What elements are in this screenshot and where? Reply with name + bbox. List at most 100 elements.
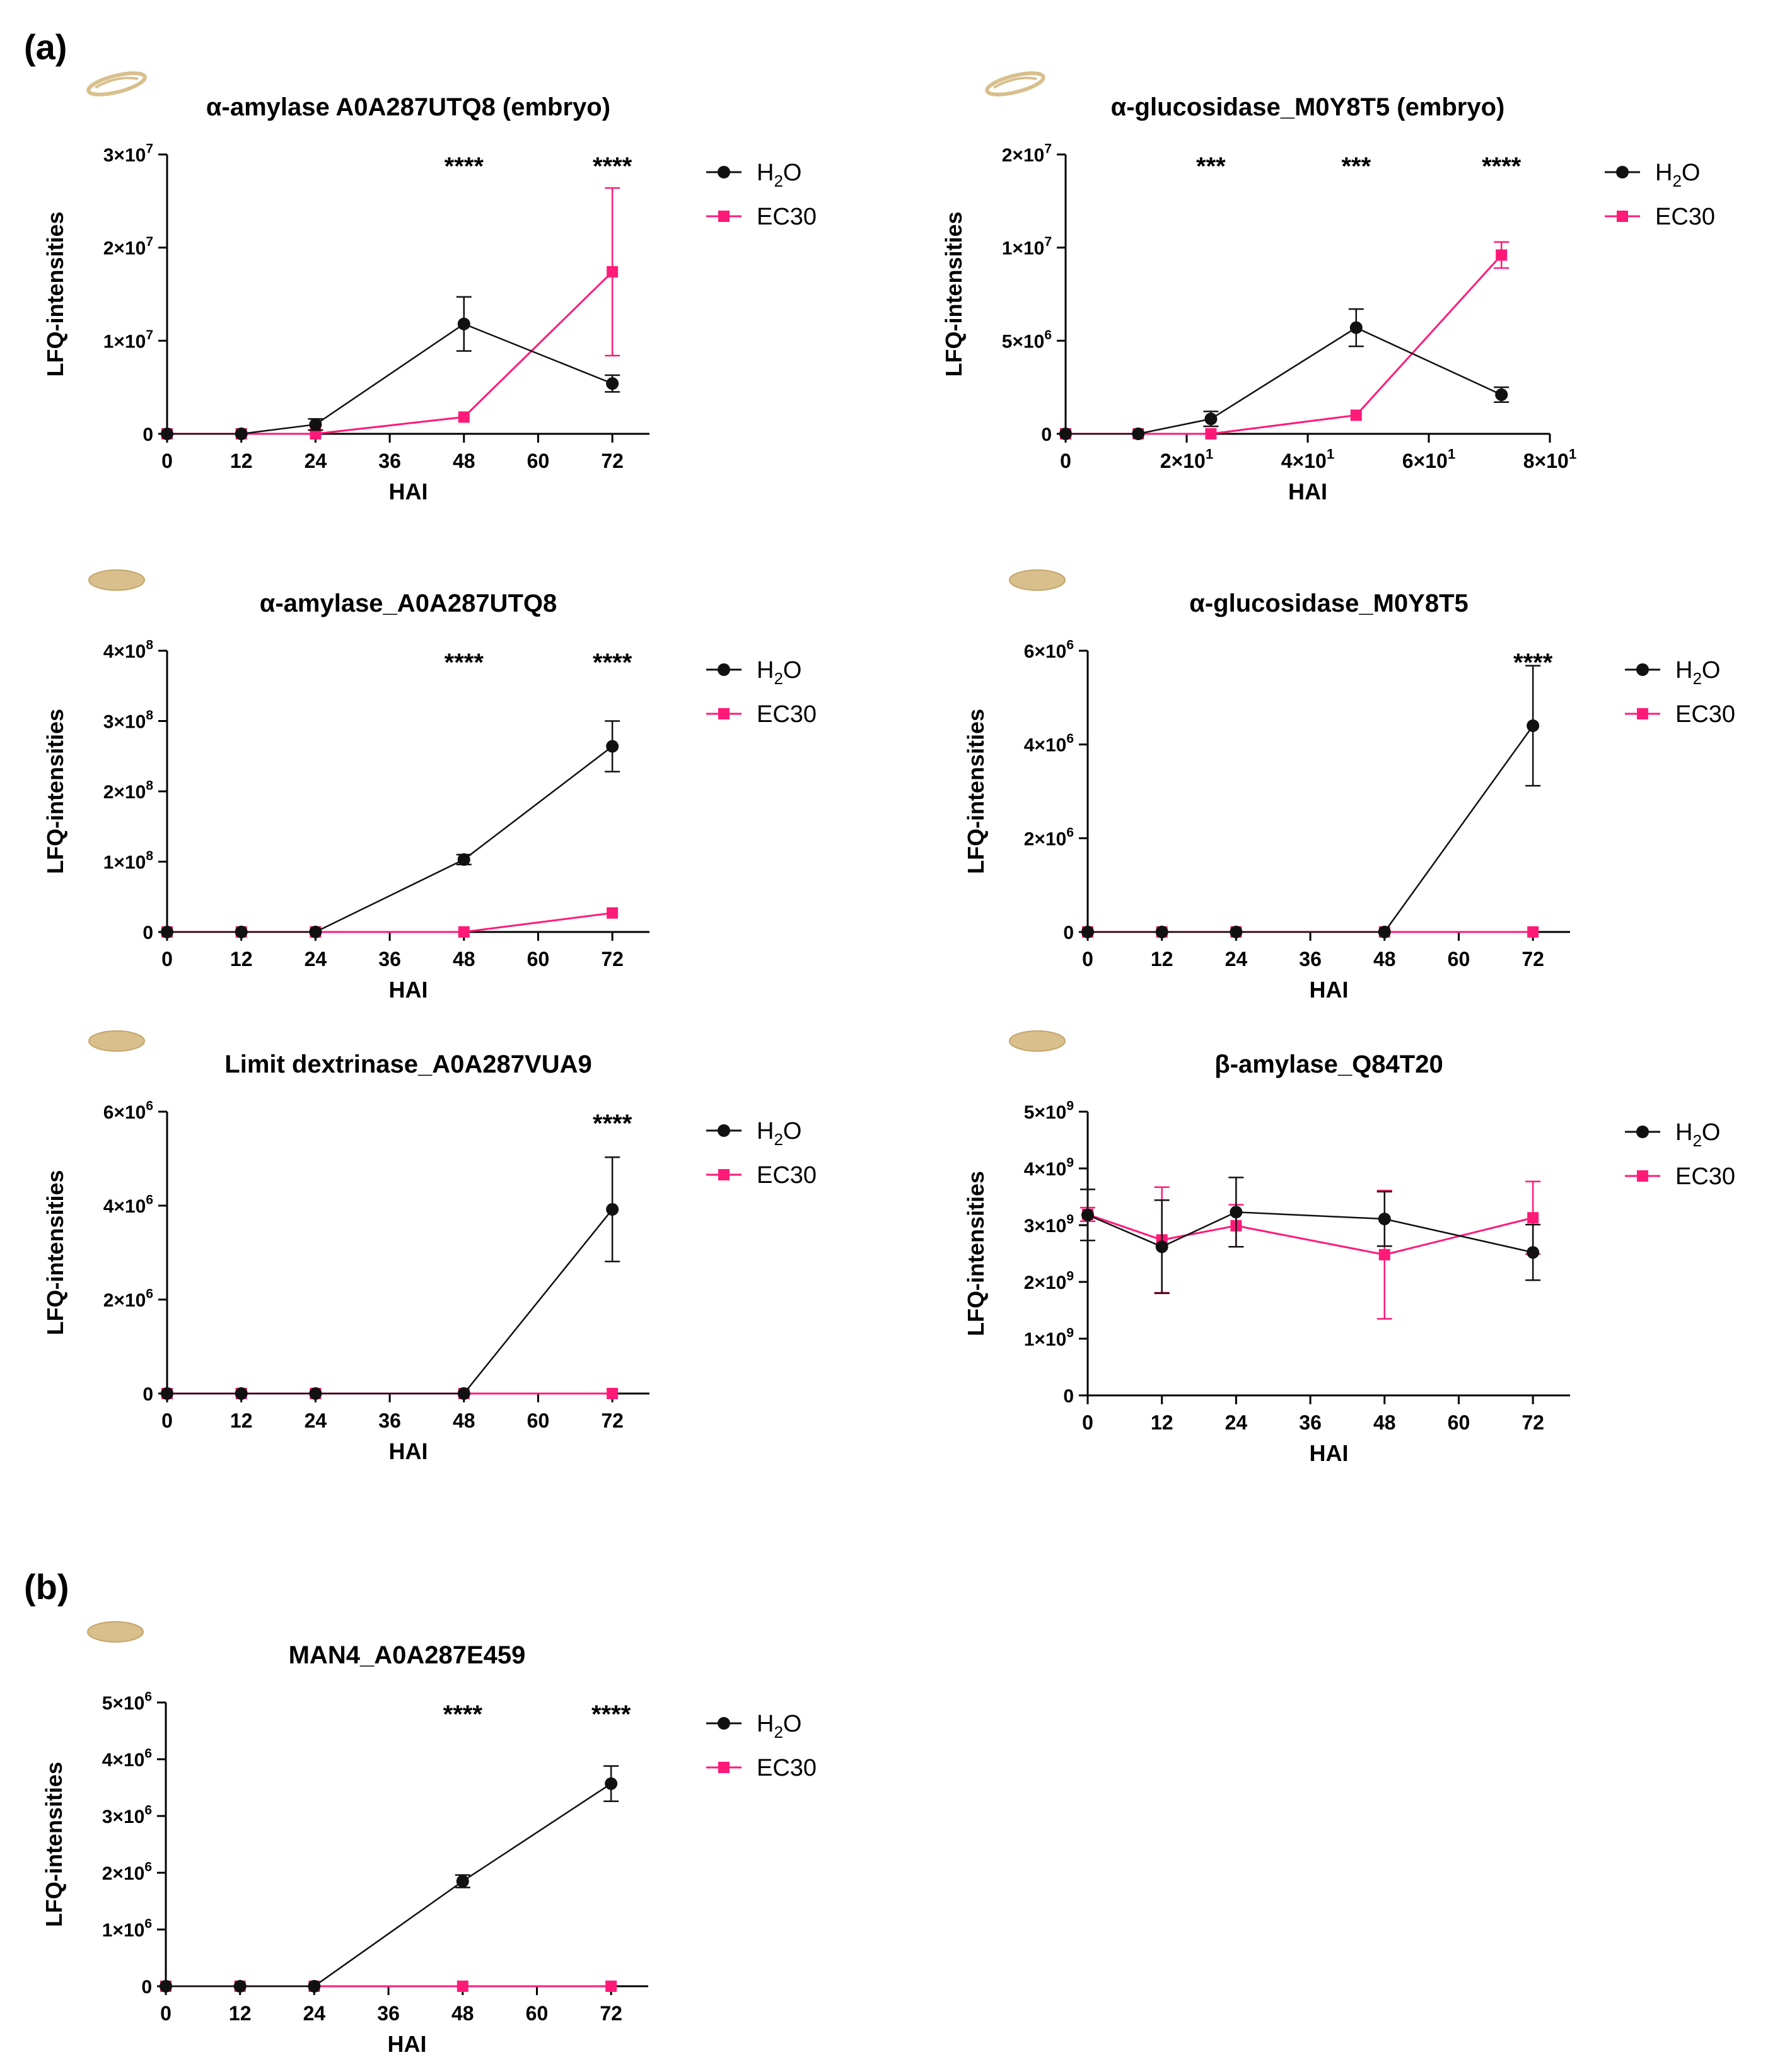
series-h2o [1080,1177,1541,1295]
data-point [1527,719,1540,732]
y-tick-label: 2×106 [103,1287,153,1312]
x-tick-label: 24 [1225,1411,1248,1434]
legend-item-h2o: H2O [706,1711,801,1742]
series-line [167,323,613,435]
data-point [458,926,470,938]
data-point [1204,412,1218,426]
x-tick-label: 36 [378,450,401,472]
x-tick-label: 60 [526,2002,549,2025]
legend-item-ec30: EC30 [706,1162,817,1189]
data-point [1155,1240,1168,1254]
x-tick-label: 36 [1299,948,1322,970]
chart-title: α-amylase_A0A287UTQ8 [260,590,557,617]
y-tick-label: 2×106 [102,1860,152,1885]
significance-marker: **** [443,1701,483,1728]
data-point [607,1388,619,1399]
y-axis-label: LFQ-intensities [963,709,989,874]
chart-title: α-glucosidase_M0Y8T5 (embryo) [1111,93,1505,121]
data-point [1527,1246,1540,1259]
legend-label: H2O [757,1711,801,1742]
y-tick-label: 2×106 [1024,825,1074,850]
y-tick-label: 3×107 [103,142,153,166]
x-tick-label: 0 [161,450,173,472]
seed-icon [87,1621,144,1643]
data-point [1378,1248,1390,1260]
x-tick-label: 60 [527,450,550,472]
series-line [167,745,613,933]
x-tick-label: 12 [230,948,253,970]
legend-label: H2O [1655,160,1700,190]
data-point [606,740,619,753]
x-tick-label: 72 [601,948,624,970]
legend-label: H2O [757,657,801,688]
significance-marker: **** [593,153,632,180]
charts-container: α-amylase A0A287UTQ8 (embryo) 0 1×107 2×107… [41,71,1735,2057]
x-tick-label: 24 [305,948,327,970]
series-h2o [161,720,620,938]
significance-marker: **** [591,1701,631,1728]
legend-item-ec30: EC30 [706,1755,817,1781]
x-axis-label: HAI [389,479,428,504]
significance-marker: *** [1196,153,1226,180]
y-tick-label: 5×106 [1002,328,1052,352]
series-line [167,1209,614,1395]
y-tick-label: 4×106 [102,1747,152,1771]
x-tick-label: 72 [601,1409,624,1432]
seed-icon [88,569,145,591]
embryo-icon [985,71,1045,96]
data-point [308,1980,321,1993]
x-axis-label: HAI [389,1438,428,1464]
significance-marker: **** [445,153,484,180]
data-point [309,418,322,431]
series-line [1087,1213,1533,1256]
y-axis-label: LFQ-intensities [42,1170,68,1335]
series-h2o [161,1156,620,1400]
legend-marker [718,1762,730,1773]
data-point [457,1387,470,1400]
y-axis-label: LFQ-intensities [42,211,68,376]
data-point [1350,409,1362,421]
data-point [235,1387,248,1400]
legend-item-h2o: H2O [1625,1119,1720,1150]
y-tick-label: 3×108 [103,708,154,733]
legend-item-ec30: EC30 [1605,204,1715,230]
data-point [1378,926,1391,938]
x-tick-label: 48 [453,948,475,970]
data-point [1132,428,1145,440]
series-line [166,1783,612,1988]
significance-marker: **** [593,649,632,677]
chart-7: MAN4_A0A287E459 0 1×106 2×106 3×106 4×106 5×10… [41,1621,817,2057]
x-tick-label: 72 [1521,948,1544,970]
y-tick-label: 0 [1063,1386,1074,1407]
y-axis-label: LFQ-intensities [42,709,68,874]
legend-marker [1637,1170,1648,1182]
data-point [607,266,619,278]
x-axis-label: HAI [1310,1440,1349,1466]
y-tick-label: 4×106 [103,1193,153,1218]
data-point [1496,249,1508,261]
y-axis-label: LFQ-intensities [41,1762,67,1927]
data-point [1155,926,1168,938]
data-point [1205,428,1217,439]
data-point [1527,1212,1539,1224]
significance-marker: **** [1513,649,1553,677]
x-tick-label: 24 [305,450,327,472]
legend-marker [1617,211,1628,222]
embryo-icon-inner [94,76,139,89]
x-tick-label: 8×101 [1523,446,1577,472]
data-point [1527,926,1539,938]
y-tick-label: 1×108 [103,849,154,873]
legend-item-h2o: H2O [706,657,801,688]
legend-label: H2O [1675,1119,1720,1150]
legend-label: EC30 [757,1755,817,1781]
data-point [605,1981,617,1992]
chart-2: α-glucosidase_M0Y8T5 (embryo) 0 5×106 1×107… [941,71,1715,504]
data-point [235,428,248,440]
y-tick-label: 0 [143,923,153,943]
significance-marker: **** [1482,153,1521,180]
x-tick-label: 24 [303,2002,326,2025]
x-tick-label: 72 [601,450,624,472]
x-tick-label: 36 [378,1409,401,1432]
legend-item-ec30: EC30 [706,701,817,728]
